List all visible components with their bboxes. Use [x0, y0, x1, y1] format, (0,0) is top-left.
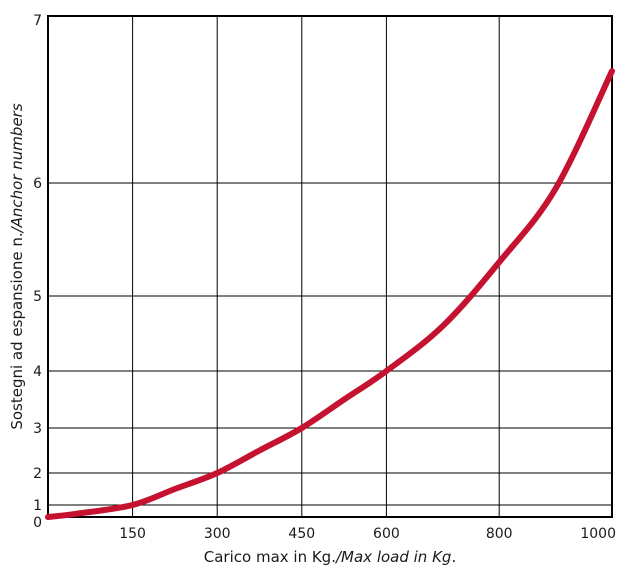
x-axis-label-suffix: .: [451, 548, 456, 566]
y-tick-label: 1: [33, 498, 42, 514]
x-tick-label: 800: [486, 526, 513, 542]
y-tick-label: 6: [33, 176, 42, 192]
y-tick-label: 0: [33, 515, 42, 531]
y-tick-label: 5: [33, 289, 42, 305]
y-tick-labels: 01 2 3 4 5 6 7: [33, 13, 42, 531]
y-axis-label: Sostegni ad espansione n./Anchor numbers: [8, 103, 26, 430]
y-tick-label: 4: [33, 364, 42, 380]
x-tick-label: 1000: [580, 526, 616, 542]
x-axis-label-main: Carico max in Kg.: [204, 548, 336, 566]
y-tick-label: 3: [33, 421, 42, 437]
x-tick-label: 150: [119, 526, 146, 542]
x-axis-label-italic: /Max load in Kg: [334, 548, 451, 566]
x-tick-label: 450: [288, 526, 315, 542]
y-tick-label: 2: [33, 466, 42, 482]
series-curve: [45, 68, 615, 520]
y-axis-label-italic: /Anchor numbers: [8, 103, 26, 234]
grid-vertical-lines: [132, 16, 500, 517]
x-tick-label: 600: [373, 526, 400, 542]
y-axis-label-main: Sostegni ad espansione n.: [8, 232, 26, 429]
x-axis-label: Carico max in Kg./Max load in Kg.: [204, 548, 456, 566]
plot-frame: [47, 15, 613, 518]
x-tick-labels: 150 300 450 600 800 1000: [119, 526, 616, 542]
y-tick-label: 7: [33, 13, 42, 29]
x-tick-label: 300: [204, 526, 231, 542]
